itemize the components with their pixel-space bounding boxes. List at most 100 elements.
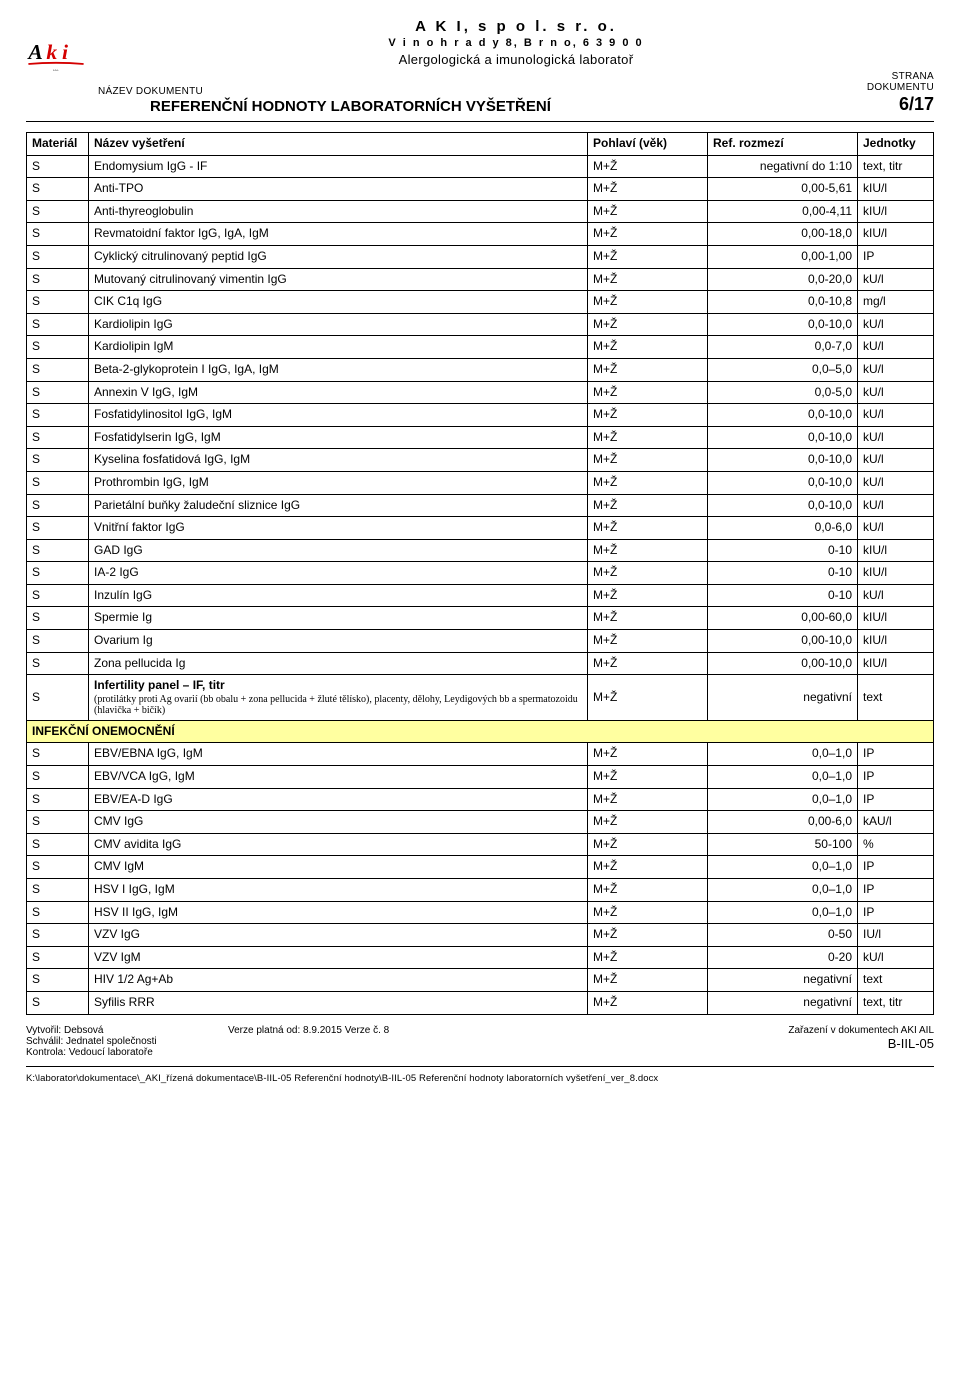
table-row: SAnnexin V IgG, IgMM+Ž0,0-5,0kU/l [27, 381, 934, 404]
cell-material: S [27, 607, 89, 630]
cell-sex: M+Ž [588, 426, 708, 449]
cell-sex: M+Ž [588, 652, 708, 675]
cell-name: Anti-TPO [89, 178, 588, 201]
cell-sex: M+Ž [588, 946, 708, 969]
cell-sex: M+Ž [588, 358, 708, 381]
cell-ref: 0,0–1,0 [708, 766, 858, 789]
cell-ref: 0,00-1,00 [708, 245, 858, 268]
cell-sex: M+Ž [588, 969, 708, 992]
cell-unit: text, titr [858, 991, 934, 1014]
cell-name: Anti-thyreoglobulin [89, 200, 588, 223]
cell-material: S [27, 924, 89, 947]
svg-text:A: A [26, 40, 42, 64]
cell-sex: M+Ž [588, 630, 708, 653]
cell-material: S [27, 652, 89, 675]
col-name: Název vyšetření [89, 133, 588, 156]
cell-sex: M+Ž [588, 381, 708, 404]
cell-ref: 0,00-4,11 [708, 200, 858, 223]
cell-material: S [27, 381, 89, 404]
table-row: SBeta-2-glykoprotein I IgG, IgA, IgMM+Ž0… [27, 358, 934, 381]
cell-name: CIK C1q IgG [89, 291, 588, 314]
cell-material: S [27, 879, 89, 902]
cell-name: Kardiolipin IgM [89, 336, 588, 359]
table-row: SOvarium IgM+Ž0,00-10,0kIU/l [27, 630, 934, 653]
cell-name: Mutovaný citrulinovaný vimentin IgG [89, 268, 588, 291]
cell-material: S [27, 675, 89, 721]
cell-material: S [27, 313, 89, 336]
table-row: SCMV IgMM+Ž0,0–1,0IP [27, 856, 934, 879]
cell-ref: 0,00-18,0 [708, 223, 858, 246]
cell-unit: kIU/l [858, 223, 934, 246]
cell-name: Cyklický citrulinovaný peptid IgG [89, 245, 588, 268]
cell-ref: 0,0–5,0 [708, 358, 858, 381]
table-row: SZona pellucida IgM+Ž0,00-10,0kIU/l [27, 652, 934, 675]
cell-ref: 0,00-10,0 [708, 630, 858, 653]
table-row: SMutovaný citrulinovaný vimentin IgGM+Ž0… [27, 268, 934, 291]
cell-ref: 0,0-10,0 [708, 404, 858, 427]
cell-sex: M+Ž [588, 223, 708, 246]
cell-name: HSV II IgG, IgM [89, 901, 588, 924]
svg-text:k: k [46, 40, 57, 64]
cell-name: Prothrombin IgG, IgM [89, 471, 588, 494]
table-row: SAnti-TPOM+Ž0,00-5,61kIU/l [27, 178, 934, 201]
footer-control: Kontrola: Vedoucí laboratoře [26, 1047, 216, 1058]
cell-name: Kyselina fosfatidová IgG, IgM [89, 449, 588, 472]
cell-sex: M+Ž [588, 268, 708, 291]
doc-label: NÁZEV DOKUMENTU [98, 86, 834, 97]
cell-material: S [27, 743, 89, 766]
cell-material: S [27, 833, 89, 856]
cell-name: EBV/EA-D IgG [89, 788, 588, 811]
cell-material: S [27, 155, 89, 178]
table-row: SEBV/EBNA IgG, IgMM+Ž0,0–1,0IP [27, 743, 934, 766]
cell-material: S [27, 946, 89, 969]
table-row: SEBV/VCA IgG, IgMM+Ž0,0–1,0IP [27, 766, 934, 789]
cell-ref: 0,0–1,0 [708, 879, 858, 902]
cell-name: CMV IgM [89, 856, 588, 879]
cell-material: S [27, 811, 89, 834]
cell-ref: 0,00-60,0 [708, 607, 858, 630]
cell-sex: M+Ž [588, 856, 708, 879]
cell-name: Ovarium Ig [89, 630, 588, 653]
cell-unit: kIU/l [858, 539, 934, 562]
cell-ref: 0,0-6,0 [708, 517, 858, 540]
cell-ref: 0,0-10,0 [708, 494, 858, 517]
table-row: SGAD IgGM+Ž0-10kIU/l [27, 539, 934, 562]
cell-unit: kAU/l [858, 811, 934, 834]
cell-material: S [27, 991, 89, 1014]
cell-ref: 0,0-5,0 [708, 381, 858, 404]
cell-ref: 0-50 [708, 924, 858, 947]
cell-ref: 0-10 [708, 584, 858, 607]
cell-unit: kIU/l [858, 630, 934, 653]
footer-separator [26, 1066, 934, 1067]
cell-sex: M+Ž [588, 675, 708, 721]
footer-code: B-IIL-05 [704, 1036, 934, 1051]
table-row: SEBV/EA-D IgGM+Ž0,0–1,0IP [27, 788, 934, 811]
cell-ref: 0,0-10,8 [708, 291, 858, 314]
cell-unit: text, titr [858, 155, 934, 178]
col-material: Materiál [27, 133, 89, 156]
cell-ref: 0-10 [708, 562, 858, 585]
cell-name: Parietální buňky žaludeční sliznice IgG [89, 494, 588, 517]
cell-ref: 0,0–1,0 [708, 743, 858, 766]
table-row: SSyfilis RRRM+Žnegativnítext, titr [27, 991, 934, 1014]
cell-ref: 0,0-10,0 [708, 471, 858, 494]
cell-ref: negativní [708, 675, 858, 721]
table-row: SCyklický citrulinovaný peptid IgGM+Ž0,0… [27, 245, 934, 268]
cell-unit: IP [858, 879, 934, 902]
cell-name: IA-2 IgG [89, 562, 588, 585]
logo: A k i s.r.o. [26, 34, 86, 76]
col-unit: Jednotky [858, 133, 934, 156]
table-row: SCMV avidita IgGM+Ž50-100% [27, 833, 934, 856]
table-row: SKyselina fosfatidová IgG, IgMM+Ž0,0-10,… [27, 449, 934, 472]
cell-sex: M+Ž [588, 766, 708, 789]
cell-unit: kIU/l [858, 652, 934, 675]
cell-unit: IP [858, 788, 934, 811]
cell-unit: kU/l [858, 381, 934, 404]
section-header: INFEKČNÍ ONEMOCNĚNÍ [27, 720, 934, 743]
cell-sex: M+Ž [588, 811, 708, 834]
cell-name: CMV IgG [89, 811, 588, 834]
cell-material: S [27, 630, 89, 653]
cell-name: HIV 1/2 Ag+Ab [89, 969, 588, 992]
svg-text:s.r.o.: s.r.o. [53, 68, 59, 72]
cell-sex: M+Ž [588, 449, 708, 472]
